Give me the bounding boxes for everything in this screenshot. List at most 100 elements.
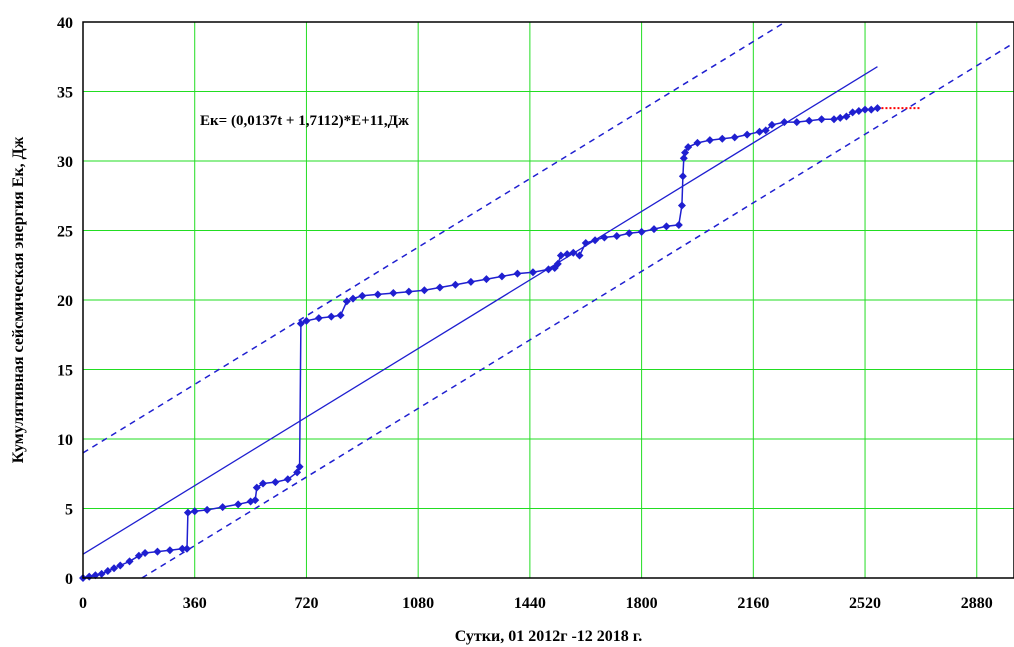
data-point: [861, 105, 870, 114]
data-point: [178, 544, 187, 553]
data-point: [625, 229, 634, 238]
data-point: [867, 105, 876, 114]
data-point: [85, 572, 94, 581]
data-point: [674, 220, 683, 229]
data-point: [830, 115, 839, 124]
data-point: [125, 557, 134, 566]
data-point: [743, 130, 752, 139]
data-point: [684, 143, 693, 152]
data-point: [435, 283, 444, 292]
grid-lines: [83, 22, 1014, 578]
y-tick-label: 20: [57, 293, 73, 310]
x-tick-label: 1080: [402, 595, 434, 612]
data-point: [637, 227, 646, 236]
y-axis-title: Кумулятивная сейсмическая энергия Ек, Дж: [10, 136, 27, 463]
data-point: [767, 120, 776, 129]
tick-labels: 0 360 720 1080 1440 1800 2160 2520 2880 0 5 10 15 20 2…: [57, 15, 993, 612]
data-markers: [79, 104, 882, 582]
data-point: [693, 138, 702, 147]
data-point: [528, 268, 537, 277]
data-point: [679, 154, 688, 163]
data-point: [389, 289, 398, 298]
data-point: [296, 319, 305, 328]
data-point: [234, 500, 243, 509]
data-point: [103, 567, 112, 576]
data-point: [705, 136, 714, 145]
cumulative-energy-line: [82, 107, 878, 579]
series-lines: [82, 66, 921, 579]
data-point: [575, 251, 584, 260]
data-point: [110, 564, 119, 573]
data-point: [190, 507, 199, 516]
x-tick-label: 360: [183, 595, 207, 612]
y-tick-label: 25: [57, 224, 73, 241]
upper-bound-line: [82, 21, 786, 454]
data-point: [295, 462, 304, 471]
data-point: [836, 113, 845, 122]
x-tick-label: 1800: [626, 595, 658, 612]
data-point: [134, 551, 143, 560]
data-point: [761, 126, 770, 135]
data-point: [544, 265, 553, 274]
data-point: [218, 503, 227, 512]
data-point: [780, 118, 789, 127]
data-point: [563, 250, 572, 259]
data-point: [730, 133, 739, 142]
confidence-bounds: [82, 21, 1014, 579]
data-point: [848, 108, 857, 117]
x-tick-label: 2520: [849, 595, 881, 612]
lower-bound-line: [141, 42, 1014, 579]
data-point: [755, 127, 764, 136]
data-point: [404, 287, 413, 296]
data-point: [805, 116, 814, 125]
data-point: [116, 561, 125, 570]
data-point: [153, 547, 162, 556]
y-tick-label: 30: [57, 154, 73, 171]
data-point: [842, 112, 851, 121]
y-tick-label: 35: [57, 85, 73, 102]
data-point: [678, 172, 687, 181]
data-point: [569, 248, 578, 257]
data-point: [792, 118, 801, 127]
data-point: [466, 277, 475, 286]
data-point: [591, 236, 600, 245]
data-point: [251, 496, 260, 505]
data-point: [302, 316, 311, 325]
data-point: [662, 222, 671, 231]
x-tick-label: 2160: [737, 595, 769, 612]
data-point: [252, 483, 261, 492]
data-point: [650, 225, 659, 234]
data-point: [513, 269, 522, 278]
y-tick-label: 15: [57, 363, 73, 380]
data-point: [817, 115, 826, 124]
data-point: [271, 478, 280, 487]
x-tick-label: 2880: [961, 595, 993, 612]
trend-line: [82, 66, 878, 555]
data-point: [283, 475, 292, 484]
data-point: [873, 104, 882, 113]
data-point: [373, 290, 382, 299]
data-point: [681, 148, 690, 157]
data-point: [314, 314, 323, 323]
x-axis-title: Сутки, 01 2012г -12 2018 г.: [455, 628, 643, 645]
data-point: [203, 505, 212, 514]
x-tick-label: 0: [79, 595, 87, 612]
plot-area-frame: [82, 21, 1014, 579]
data-point: [612, 232, 621, 241]
x-tick-label: 1440: [514, 595, 546, 612]
data-point: [327, 312, 336, 321]
data-point: [141, 548, 150, 557]
data-point: [482, 275, 491, 284]
data-point: [258, 479, 267, 488]
data-point: [183, 508, 192, 517]
data-point: [348, 294, 357, 303]
y-tick-label: 5: [65, 502, 73, 519]
data-point: [342, 297, 351, 306]
data-point: [600, 233, 609, 242]
regression-equation: Ек= (0,0137t + 1,7112)*E+11,Дж: [200, 113, 409, 129]
data-point: [165, 546, 174, 555]
x-tick-label: 720: [294, 595, 318, 612]
data-point: [97, 569, 106, 578]
data-point: [420, 286, 429, 295]
